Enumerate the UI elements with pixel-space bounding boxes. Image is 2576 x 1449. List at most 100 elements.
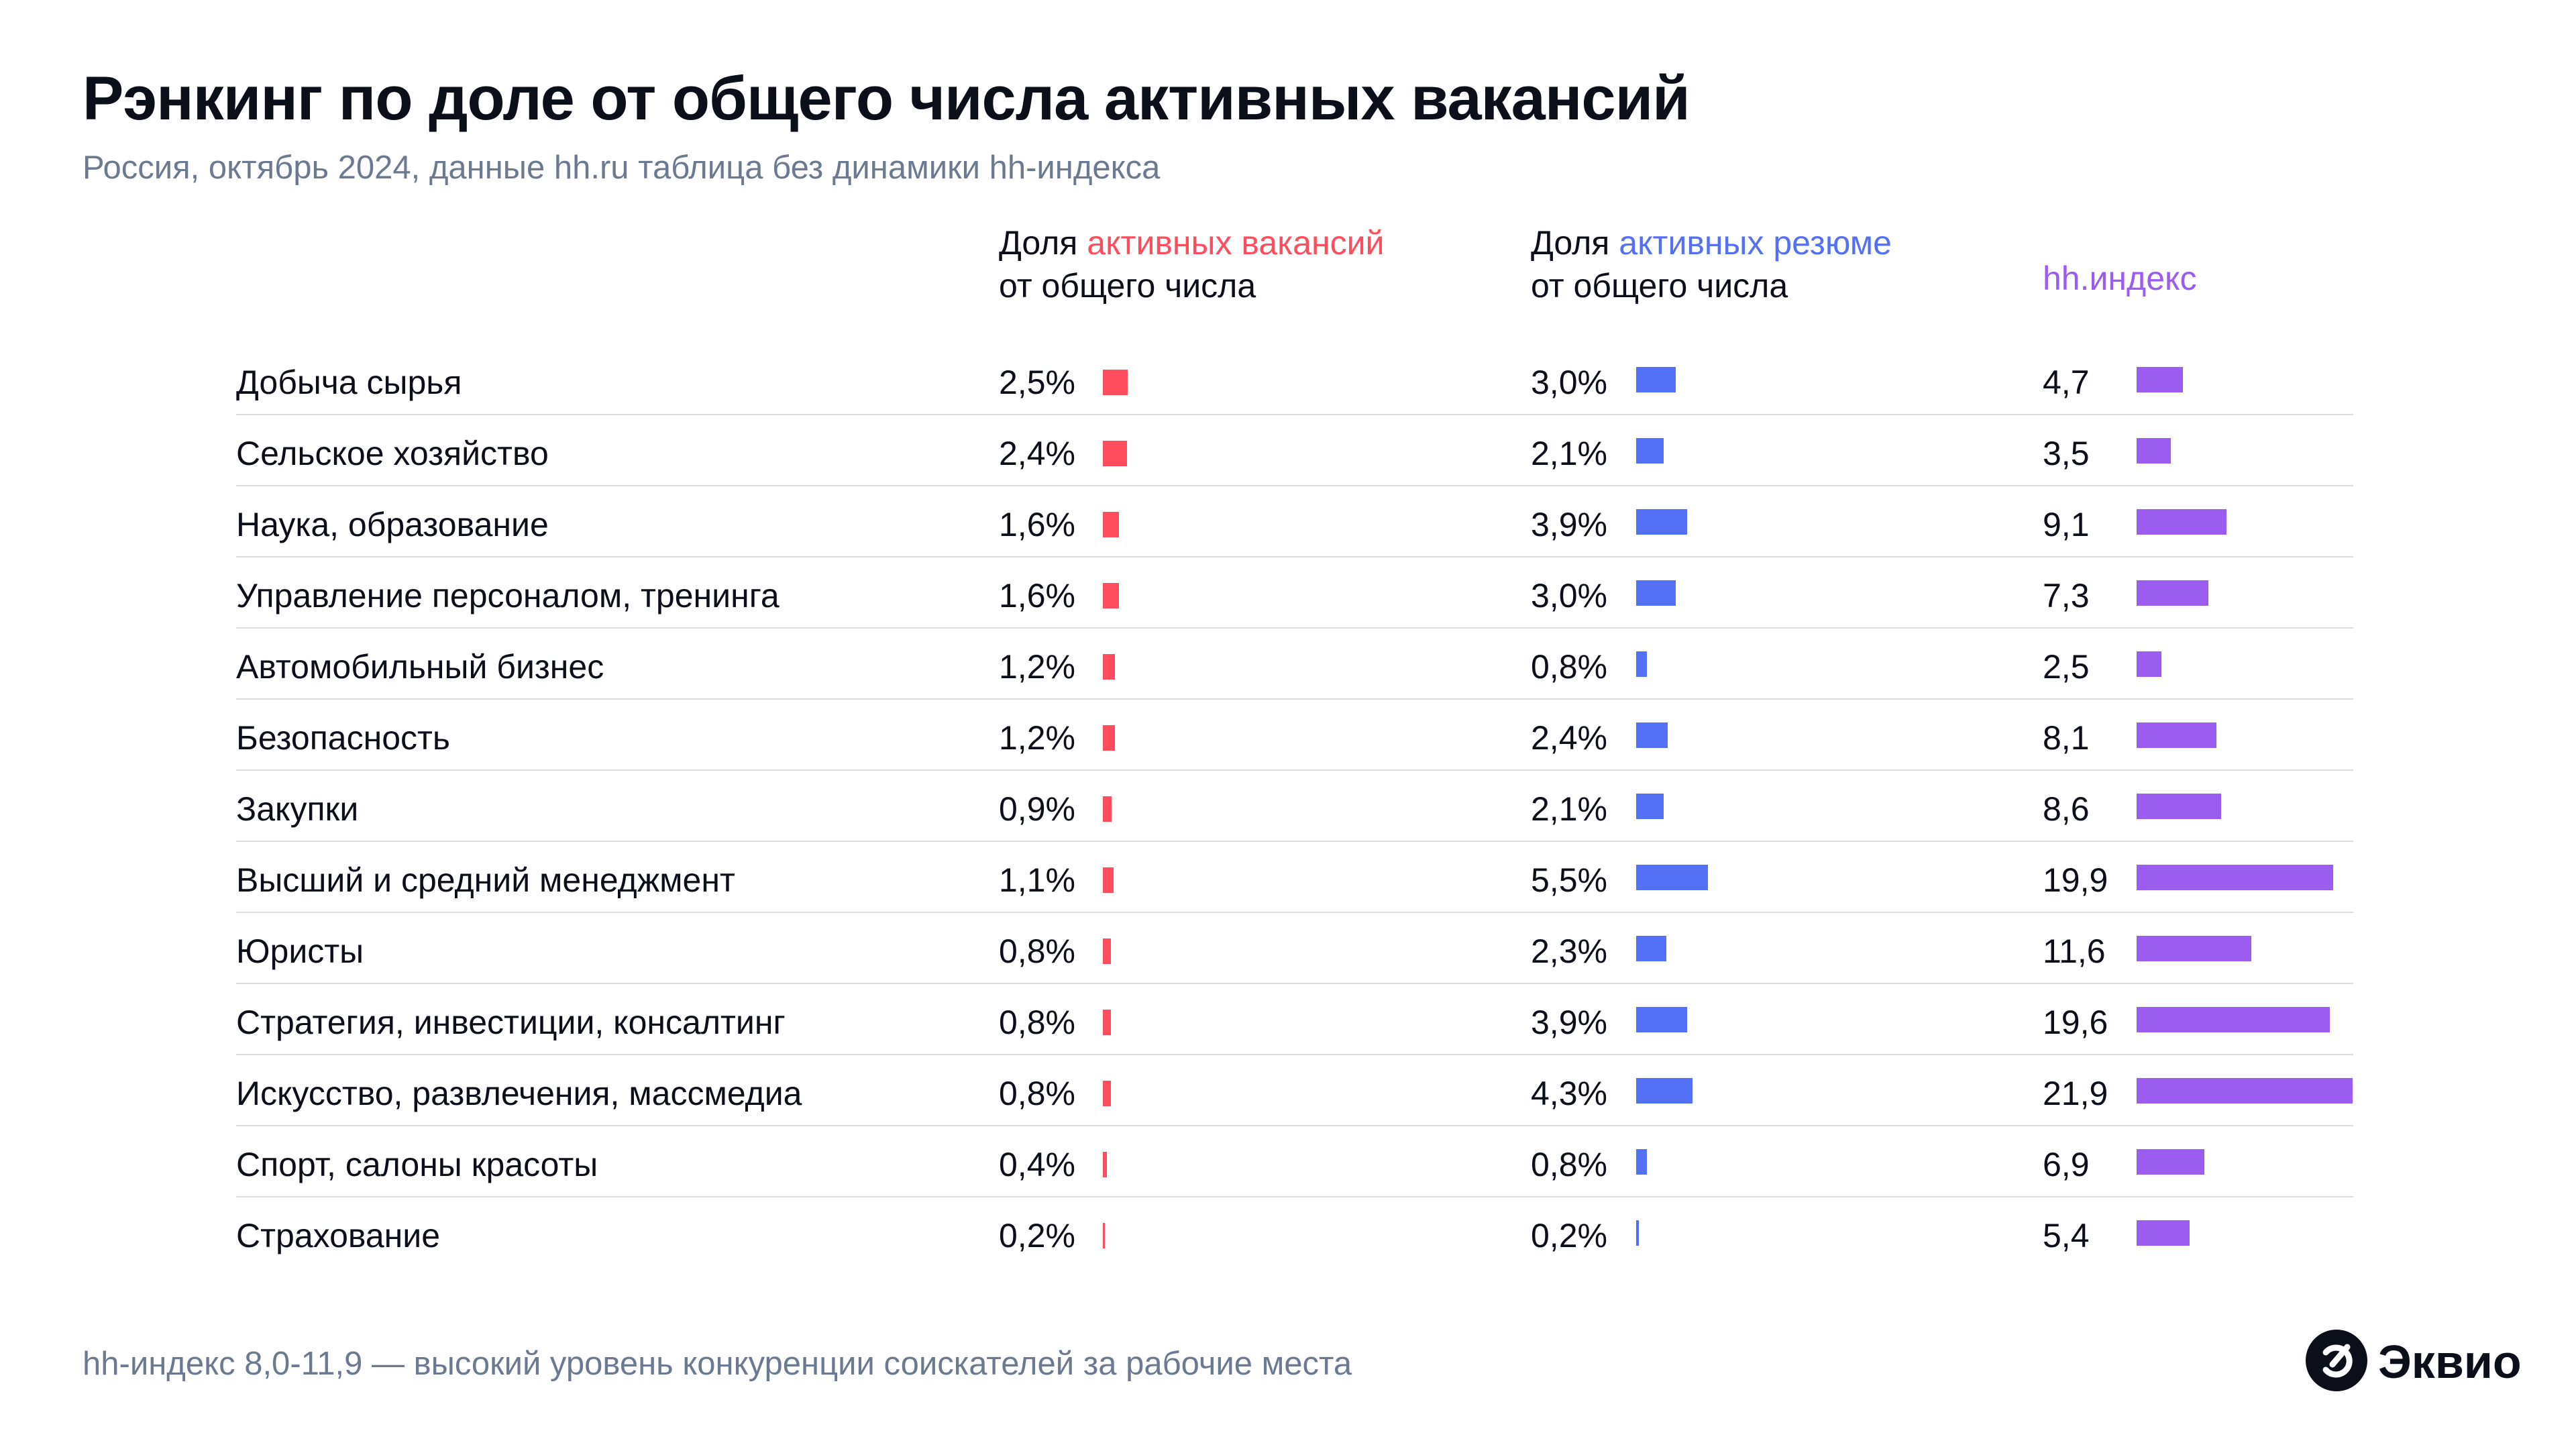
hh-index-bar (2137, 1007, 2330, 1032)
resumes-bar (1636, 936, 1666, 961)
hh-index-bar (2137, 367, 2184, 392)
hh-index-bar (2137, 509, 2226, 535)
header-vacancies: Доля активных вакансий от общего числа (999, 221, 1384, 307)
resumes-value: 0,2% (1531, 1217, 1607, 1254)
hh-index-value: 21,9 (2043, 1075, 2108, 1112)
vacancies-bar (1103, 654, 1115, 680)
vacancies-value: 0,2% (999, 1217, 1075, 1254)
resumes-value: 3,0% (1531, 364, 1607, 401)
row-label: Высший и средний менеджмент (236, 861, 735, 899)
resumes-bar (1636, 580, 1676, 606)
resumes-value: 2,1% (1531, 435, 1607, 472)
header-vacancies-accent: активных вакансий (1087, 224, 1385, 262)
table-row: Юристы 0,8% 2,3% 11,6 (236, 913, 2353, 984)
vacancies-bar (1103, 1010, 1111, 1035)
vacancies-value: 1,6% (999, 506, 1075, 543)
vacancies-bar (1103, 370, 1128, 395)
hh-index-bar (2137, 936, 2251, 961)
row-label: Управление персоналом, тренинга (236, 577, 780, 614)
resumes-value: 4,3% (1531, 1075, 1607, 1112)
header-resumes-accent: активных резюме (1619, 224, 1892, 262)
resumes-bar (1636, 794, 1664, 819)
hh-index-value: 6,9 (2043, 1146, 2090, 1183)
hh-index-bar (2137, 1220, 2190, 1246)
table-row: Закупки 0,9% 2,1% 8,6 (236, 771, 2353, 842)
header-hh-index: hh.индекс (2043, 260, 2197, 297)
row-divider (236, 841, 2353, 842)
hh-index-bar (2137, 865, 2333, 890)
hh-index-value: 5,4 (2043, 1217, 2090, 1254)
hh-index-value: 19,9 (2043, 861, 2108, 899)
vacancies-bar (1103, 441, 1127, 466)
row-label: Спорт, салоны красоты (236, 1146, 598, 1183)
resumes-bar (1636, 1078, 1693, 1104)
header-vacancies-prefix: Доля (999, 224, 1078, 262)
table-row: Стратегия, инвестиции, консалтинг 0,8% 3,9… (236, 984, 2353, 1055)
row-label: Автомобильный бизнес (236, 648, 604, 686)
resumes-bar (1636, 367, 1676, 392)
vacancies-value: 2,5% (999, 364, 1075, 401)
vacancies-value: 0,8% (999, 932, 1075, 970)
resumes-bar (1636, 1220, 1639, 1246)
table-row: Сельское хозяйство 2,4% 2,1% 3,5 (236, 415, 2353, 486)
header-vacancies-line2: от общего числа (999, 267, 1256, 305)
resumes-bar (1636, 1149, 1647, 1175)
hh-index-bar (2137, 1149, 2205, 1175)
vacancies-bar (1103, 1081, 1111, 1106)
resumes-bar (1636, 865, 1709, 890)
table-row: Управление персоналом, тренинга 1,6% 3,0% 7… (236, 557, 2353, 629)
row-divider (236, 698, 2353, 700)
row-label: Сельское хозяйство (236, 435, 549, 472)
hh-index-value: 3,5 (2043, 435, 2090, 472)
vacancies-value: 0,9% (999, 790, 1075, 828)
vacancies-bar (1103, 1152, 1107, 1177)
row-label: Юристы (236, 932, 364, 970)
table-row: Страхование 0,2% 0,2% 5,4 (236, 1197, 2353, 1269)
vacancies-bar (1103, 1223, 1105, 1248)
vacancies-value: 0,4% (999, 1146, 1075, 1183)
header-resumes: Доля активных резюме от общего числа (1531, 221, 1892, 307)
resumes-bar (1636, 651, 1647, 677)
row-divider (236, 627, 2353, 629)
resumes-value: 5,5% (1531, 861, 1607, 899)
vacancies-value: 1,1% (999, 861, 1075, 899)
page-title: Рэнкинг по доле от общего числа активных… (83, 64, 1690, 133)
hh-index-value: 19,6 (2043, 1004, 2108, 1041)
hh-index-value: 7,3 (2043, 577, 2090, 614)
vacancies-value: 1,2% (999, 648, 1075, 686)
row-label: Добыча сырья (236, 364, 462, 401)
resumes-bar (1636, 438, 1664, 464)
table-row: Спорт, салоны красоты 0,4% 0,8% 6,9 (236, 1126, 2353, 1197)
resumes-value: 0,8% (1531, 648, 1607, 686)
hh-index-bar (2137, 580, 2209, 606)
resumes-bar (1636, 509, 1688, 535)
header-resumes-line2: от общего числа (1531, 267, 1788, 305)
row-label: Наука, образование (236, 506, 549, 543)
resumes-value: 3,9% (1531, 1004, 1607, 1041)
vacancies-value: 1,6% (999, 577, 1075, 614)
table-row: Искусство, развлечения, массмедиа 0,8% 4,3… (236, 1055, 2353, 1126)
vacancies-bar (1103, 512, 1119, 537)
logo-text: Эквио (2378, 1336, 2522, 1388)
hh-index-bar (2137, 794, 2222, 819)
row-divider (236, 1125, 2353, 1126)
vacancies-bar (1103, 583, 1119, 608)
row-divider (236, 556, 2353, 557)
vacancies-value: 0,8% (999, 1004, 1075, 1041)
ekvio-logo-icon (2306, 1330, 2367, 1391)
row-divider (236, 912, 2353, 913)
table-row: Высший и средний менеджмент 1,1% 5,5% 19,9 (236, 842, 2353, 913)
table-row: Наука, образование 1,6% 3,9% 9,1 (236, 486, 2353, 557)
hh-index-value: 8,1 (2043, 719, 2090, 757)
row-divider (236, 485, 2353, 486)
vacancies-bar (1103, 796, 1112, 822)
resumes-bar (1636, 1007, 1688, 1032)
vacancies-value: 2,4% (999, 435, 1075, 472)
hh-index-value: 4,7 (2043, 364, 2090, 401)
resumes-value: 0,8% (1531, 1146, 1607, 1183)
footer-note: hh-индекс 8,0-11,9 — высокий уровень кон… (83, 1346, 1352, 1382)
resumes-value: 3,0% (1531, 577, 1607, 614)
hh-index-value: 9,1 (2043, 506, 2090, 543)
resumes-value: 2,3% (1531, 932, 1607, 970)
row-label: Закупки (236, 790, 359, 828)
